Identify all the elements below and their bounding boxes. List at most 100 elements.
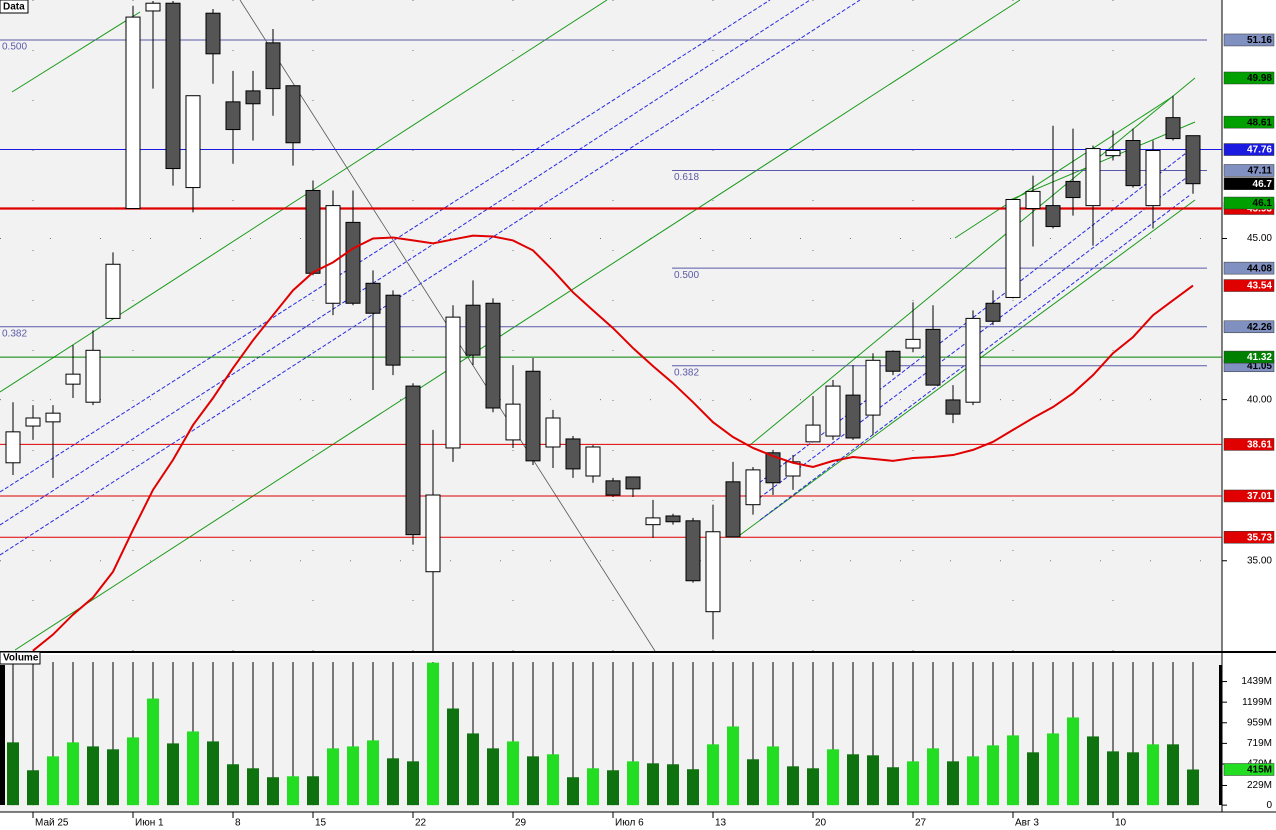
volume-bar [67, 742, 79, 806]
y-tick-label: 719M [1247, 738, 1272, 749]
volume-bar [567, 777, 579, 806]
candle-body [945, 399, 961, 415]
candle-body [25, 417, 41, 427]
x-tick-label: 29 [515, 818, 527, 829]
candle-body [1065, 180, 1081, 199]
candle-body [865, 359, 881, 416]
volume-bar [847, 754, 859, 806]
volume-bar [947, 761, 959, 806]
volume-bar [887, 767, 899, 806]
y-tick-label: 0 [1266, 800, 1272, 811]
fib-ratio: 0.500 [2, 42, 27, 53]
candle-body [265, 42, 281, 90]
volume-bar [507, 741, 519, 806]
channel-line [749, 174, 1191, 506]
candle-body [125, 16, 141, 210]
x-tick-label: Июл 6 [615, 818, 644, 829]
x-tick-label: Май 25 [35, 818, 69, 829]
x-tick-label: Июн 1 [135, 818, 164, 829]
moving-average-line [32, 234, 1194, 651]
y-tick-label: 959M [1247, 717, 1272, 728]
x-tick-label: 27 [915, 818, 927, 829]
axis-label-box [1223, 164, 1275, 177]
candle-body [65, 373, 81, 385]
axis-value-label: 43.54 [1223, 279, 1275, 292]
axis-label-box [1223, 489, 1275, 503]
volume-bar [227, 764, 239, 806]
candle-body [45, 412, 61, 423]
volume-edge [0, 665, 5, 805]
volume-bar [747, 759, 759, 806]
channel-line [0, 0, 811, 526]
volume-bar [47, 756, 59, 806]
volume-bar [467, 733, 479, 806]
candle-body [925, 328, 941, 386]
candle-body [665, 515, 681, 523]
fib-ratio: 0.382 [674, 367, 699, 378]
candle-body [1165, 117, 1181, 140]
candle-body [285, 85, 301, 144]
moving-average [32, 234, 1194, 651]
volume-bar [787, 766, 799, 806]
axis-label: 47.76 [1247, 145, 1272, 156]
candle-body [445, 316, 461, 449]
candle-body [345, 221, 361, 304]
channel-line [0, 0, 771, 493]
volume-bar [167, 743, 179, 806]
candle-body [105, 263, 121, 319]
axis-label: 37.01 [1247, 491, 1272, 502]
candle-body [145, 2, 161, 12]
axis-label-box [1223, 196, 1275, 210]
axis-value-label: 44.08 [1223, 261, 1275, 275]
title-box [0, 651, 41, 665]
channel-line [14, 0, 1021, 651]
candle-body [5, 431, 21, 464]
candle-body [545, 417, 561, 448]
volume-bar [967, 756, 979, 806]
volume-bar [647, 763, 659, 806]
volume-bar [107, 749, 119, 806]
axis-label: 42.26 [1247, 322, 1272, 333]
channel-line [11, 11, 141, 93]
axis-label: 47.11 [1248, 166, 1273, 177]
fib-ratio: 0.382 [2, 328, 27, 339]
volume-bar [187, 731, 199, 806]
axis-label: 51.16 [1247, 35, 1272, 46]
candle-body [565, 438, 581, 470]
axis-label-box [1223, 115, 1275, 129]
x-tick-label: 15 [315, 818, 327, 829]
candle-body [805, 424, 821, 443]
volume-bar [347, 746, 359, 806]
axis-label-box [1223, 177, 1275, 190]
axis-label-box [1223, 320, 1275, 334]
volume-bar [287, 776, 299, 806]
x-tick-label: 10 [1115, 818, 1127, 829]
candle-body [205, 12, 221, 55]
volume-bar [247, 768, 259, 806]
candle-body [705, 531, 721, 613]
volume-bar [587, 768, 599, 806]
candle-body [1025, 190, 1041, 210]
volume-bar [707, 744, 719, 806]
candle-body [985, 302, 1001, 322]
volume-bar [407, 761, 419, 806]
candle-body [1005, 198, 1021, 298]
candle-body [1125, 140, 1141, 187]
x-tick-label: 8 [235, 818, 241, 829]
axis-value-label: 415M [1223, 763, 1275, 776]
candle-body [225, 101, 241, 131]
title-box [0, 0, 29, 14]
volume-bar [867, 755, 879, 806]
candle-body [405, 385, 421, 536]
axes: 35.00 40.00 45.00 Май 25 Июн 1 8 15 22 29 Июл 6 13… [32, 33, 1275, 829]
axis-value-label: 47.76 [1223, 143, 1275, 156]
volume-bar [1007, 735, 1019, 806]
candle-body [325, 205, 341, 304]
y-tick-label: 40.00 [1247, 394, 1272, 405]
axis-label-box [1223, 530, 1275, 544]
axis-label: 43.54 [1247, 281, 1272, 292]
volume-bar [607, 770, 619, 806]
volume-bar [727, 726, 739, 806]
candle-body [365, 282, 381, 314]
